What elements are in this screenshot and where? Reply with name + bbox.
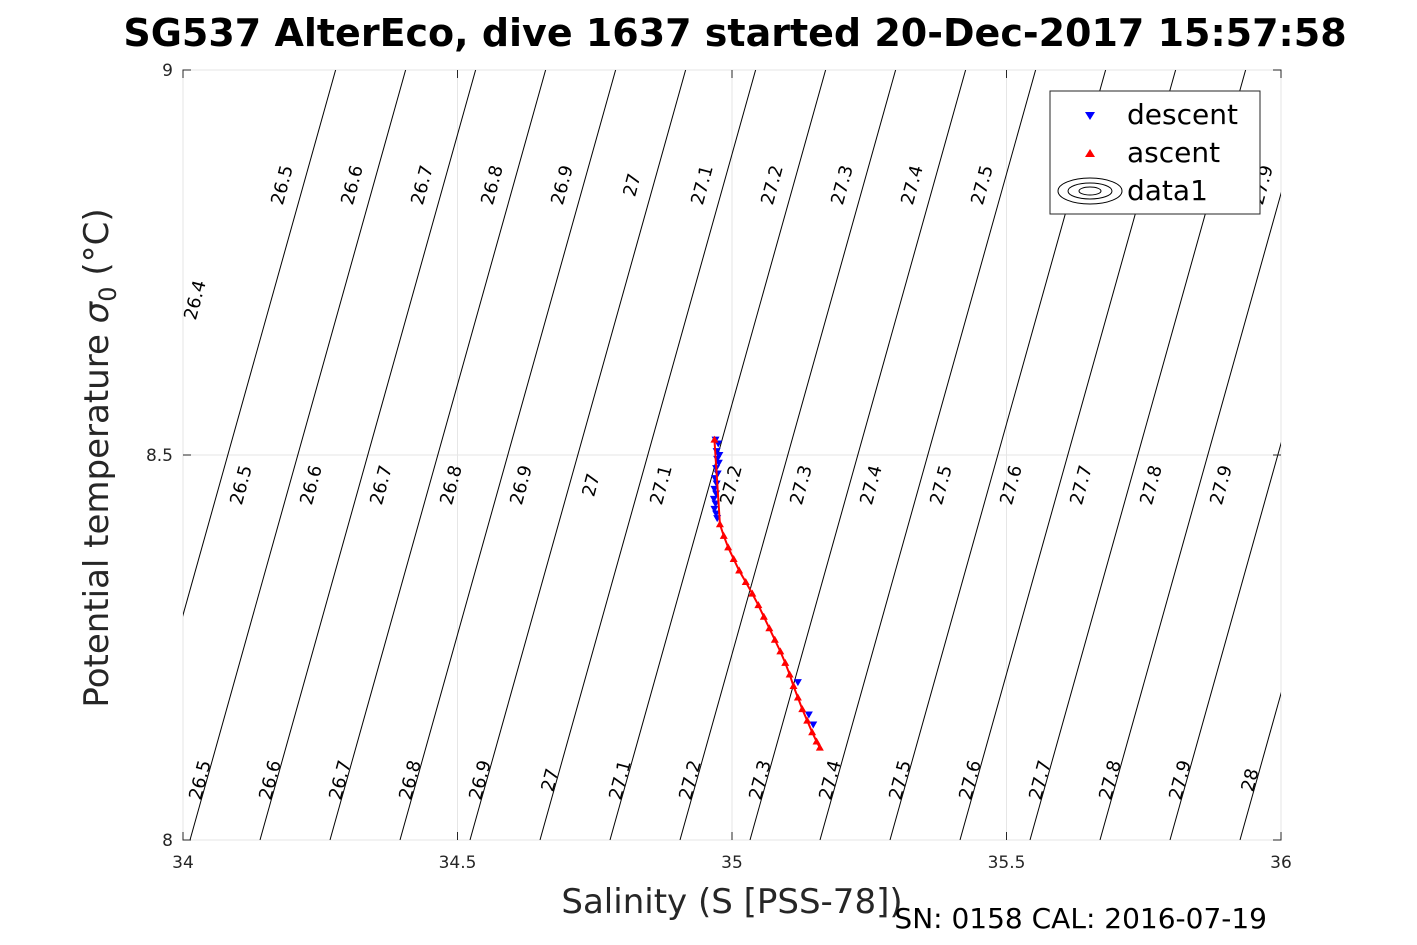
y-axis-title-unit: (°C) — [77, 208, 117, 286]
isopycnal-line — [1239, 691, 1281, 840]
data-points — [709, 435, 824, 751]
legend-box — [1049, 90, 1261, 215]
isopycnal-line — [183, 70, 337, 617]
ascent-point — [710, 435, 719, 443]
isopycnal-line — [469, 70, 687, 840]
density-contours — [183, 70, 1417, 840]
isopycnal-line — [259, 70, 477, 840]
y-tick-label: 8.5 — [146, 446, 173, 466]
descent-point — [793, 679, 802, 687]
y-axis-title-sub: 0 — [94, 286, 122, 301]
legend-contour-icon — [1057, 177, 1123, 205]
isopycnal-line — [819, 70, 1037, 840]
chart-title: SG537 AlterEco, dive 1637 started 20-Dec… — [123, 11, 1346, 55]
descent-point — [712, 510, 721, 518]
isopycnal-line — [329, 70, 547, 840]
isopycnal-line — [679, 70, 897, 840]
axes: 34 34.5 35 35.5 36 8 8.5 9 — [146, 61, 1292, 873]
x-tick-label: 35.5 — [988, 853, 1026, 873]
y-axis-title-sigma: σ — [77, 300, 117, 323]
legend-ascent-marker — [1085, 149, 1095, 157]
x-tick-label: 34 — [172, 853, 194, 873]
legend-ascent-label: ascent — [1127, 136, 1220, 169]
isopycnal-line — [1099, 191, 1281, 840]
isopycnal-line — [189, 70, 407, 840]
svg-text:Potential temperature σ0 (°C): Potential temperature σ0 (°C) — [77, 208, 122, 707]
ascent-path — [713, 439, 821, 749]
x-axis-title: Salinity (S [PSS-78]) — [561, 882, 902, 922]
isopycnal-line — [1310, 70, 1417, 840]
legend-descent-label: descent — [1127, 98, 1238, 131]
descent-point — [709, 495, 718, 503]
legend-descent-marker — [1085, 112, 1095, 120]
legend-data1-label: data1 — [1127, 174, 1208, 207]
descent-point — [715, 452, 724, 459]
legend: descent ascent data1 — [1049, 90, 1261, 215]
x-tick-label: 35 — [721, 853, 743, 873]
isopycnal-line — [399, 70, 617, 840]
y-tick-label: 8 — [162, 831, 173, 851]
isopycnal-line — [749, 70, 967, 840]
y-axis-title: Potential temperature σ0 (°C) — [77, 208, 122, 707]
descent-point — [710, 485, 719, 493]
x-tick-label: 34.5 — [439, 853, 477, 873]
y-axis-title-main: Potential temperature — [77, 323, 117, 707]
isopycnal-line — [539, 70, 757, 840]
calibration-footer: SN: 0158 CAL: 2016-07-19 — [894, 902, 1267, 935]
y-tick-label: 9 — [162, 61, 173, 81]
descent-point — [809, 721, 818, 729]
descent-point — [804, 711, 813, 719]
descent-point — [710, 505, 719, 513]
x-tick-label: 36 — [1270, 853, 1292, 873]
